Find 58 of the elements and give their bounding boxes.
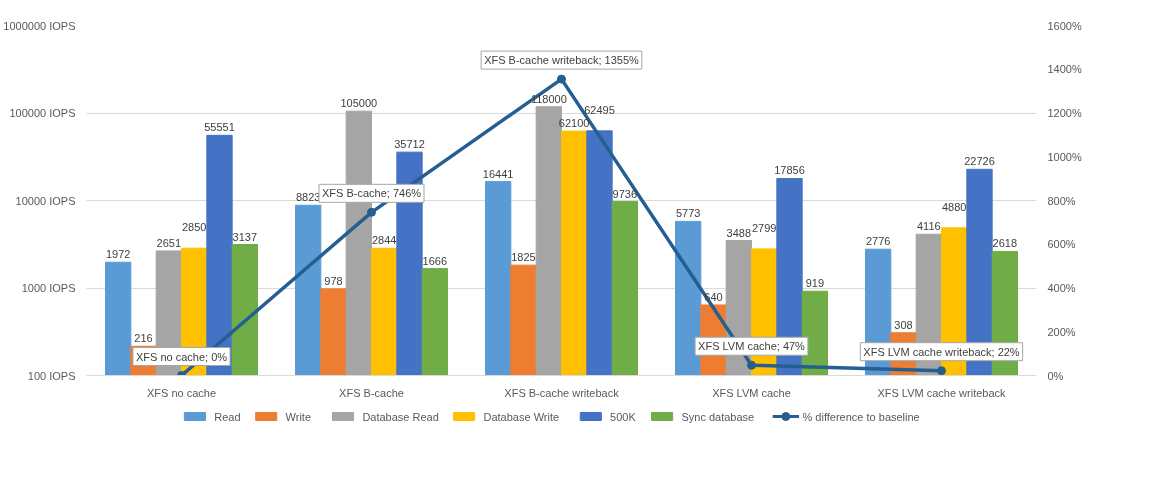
- data-label: 1972: [105, 248, 131, 261]
- data-label: 105000: [340, 97, 378, 110]
- data-label: 16441: [482, 167, 514, 180]
- data-label: 2618: [992, 237, 1018, 250]
- legend-label: % difference to baseline: [802, 410, 920, 423]
- y-tick-label: 1000 IOPS: [21, 282, 76, 294]
- data-label: 3137: [232, 230, 258, 243]
- data-label: 3488: [726, 226, 752, 239]
- data-label: 2844: [371, 234, 397, 247]
- legend-label: Database Write: [483, 410, 560, 423]
- data-label: 62100: [558, 117, 590, 130]
- data-label: XFS no cache; 0%: [135, 350, 228, 363]
- y2-tick-label: 600%: [1047, 238, 1076, 251]
- data-label: 308: [894, 318, 913, 331]
- y2-tick-label: 200%: [1047, 325, 1076, 338]
- legend-label: 500K: [610, 410, 637, 423]
- data-label: 2776: [865, 235, 891, 248]
- legend-label: Write: [285, 410, 312, 423]
- data-label: 4116: [917, 220, 941, 233]
- y2-tick-label: 1200%: [1047, 107, 1082, 119]
- data-label: 4880: [941, 200, 967, 213]
- y-tick-label: 100 IOPS: [27, 369, 76, 382]
- data-label: 2850: [181, 221, 207, 234]
- data-label: 35712: [394, 138, 425, 151]
- data-label: 2799: [751, 221, 777, 234]
- data-label: XFS B-cache; 746%: [321, 187, 422, 200]
- legend-label: Database Read: [362, 410, 439, 423]
- x-tick-label: XFS LVM cache writeback: [877, 386, 1007, 399]
- data-label: 978: [324, 274, 343, 287]
- data-label: 919: [805, 277, 825, 290]
- y-tick-label: 1000000 IOPS: [3, 19, 76, 32]
- x-tick-label: XFS no cache: [146, 386, 217, 399]
- y2-tick-label: 400%: [1047, 282, 1076, 294]
- data-label: 1825: [511, 251, 536, 264]
- data-label: 62495: [584, 103, 615, 116]
- x-tick-label: XFS B-cache writeback: [504, 386, 620, 399]
- y2-tick-label: 1600%: [1047, 19, 1082, 32]
- y2-tick-label: 0%: [1047, 369, 1064, 382]
- data-label: 17856: [774, 164, 805, 177]
- data-label: 55551: [204, 121, 235, 134]
- y2-tick-label: 800%: [1047, 194, 1076, 207]
- y2-tick-label: 1000%: [1047, 150, 1082, 163]
- x-tick-label: XFS LVM cache: [712, 386, 791, 399]
- y2-tick-label: 1400%: [1047, 63, 1082, 76]
- data-label: XFS LVM cache; 47%: [698, 340, 806, 353]
- data-label: XFS B-cache writeback; 1355%: [484, 54, 640, 67]
- data-label: 9736: [612, 187, 638, 200]
- data-label: 5773: [675, 207, 701, 220]
- data-label: 216: [134, 332, 153, 345]
- data-label: 1666: [422, 254, 448, 267]
- x-tick-label: XFS B-cache: [339, 386, 404, 399]
- data-label: 22726: [964, 155, 995, 168]
- data-label: XFS LVM cache writeback; 22%: [863, 345, 1020, 358]
- y-tick-label: 100000 IOPS: [9, 107, 76, 119]
- data-label: 2651: [156, 236, 182, 249]
- legend-label: Sync database: [681, 410, 755, 423]
- legend-label: Read: [214, 410, 241, 423]
- y-tick-label: 10000 IOPS: [15, 194, 76, 207]
